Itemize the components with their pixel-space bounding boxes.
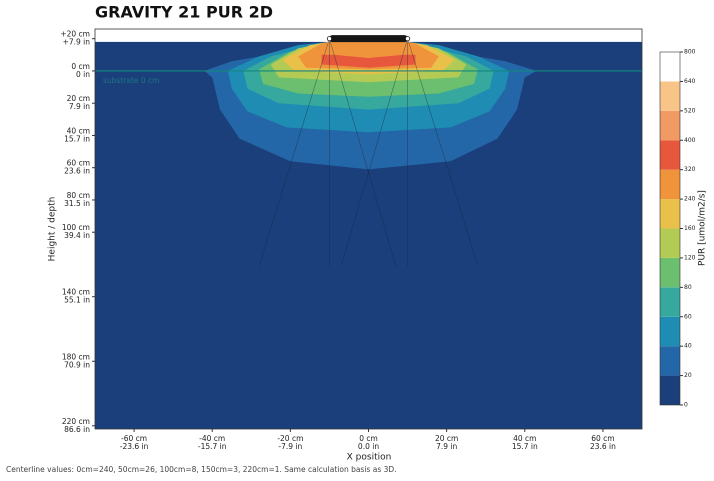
footnote: Centerline values: 0cm=240, 50cm=26, 100…: [6, 465, 397, 474]
colorbar-tick-label: 40: [684, 343, 692, 350]
y-tick-sublabel: +7.9 in: [63, 38, 91, 47]
colorbar-tick-label: 20: [684, 372, 692, 379]
x-tick-sublabel: -7.9 in: [278, 442, 302, 451]
colorbar-segment: [660, 52, 680, 82]
y-tick-label: 60 cm: [67, 159, 90, 168]
y-tick-sublabel: 0 in: [76, 70, 90, 79]
y-tick-sublabel: 39.4 in: [64, 231, 90, 240]
beam-line: [329, 38, 397, 267]
y-tick-label: 100 cm: [62, 223, 90, 232]
colorbar-segment: [660, 228, 680, 258]
colorbar-tick-label: 640: [684, 78, 696, 85]
colorbar-segment: [660, 81, 680, 111]
colorbar-tick-label: 160: [684, 225, 696, 232]
x-tick-label: 40 cm: [513, 434, 536, 443]
x-tick-sublabel: 23.6 in: [590, 442, 616, 451]
y-tick-label: 40 cm: [67, 126, 90, 135]
y-tick-sublabel: 86.6 in: [64, 425, 90, 434]
colorbar-tick-label: 800: [684, 49, 696, 56]
colorbar-segment: [660, 257, 680, 288]
x-axis-label: X position: [347, 453, 392, 463]
colorbar-tick-label: 320: [684, 166, 696, 173]
contour-region: [321, 54, 416, 68]
y-tick-sublabel: 55.1 in: [64, 296, 90, 305]
x-tick-sublabel: 0.0 in: [358, 442, 379, 451]
fixture: [329, 35, 408, 43]
colorbar-segment: [660, 287, 680, 317]
colorbar-tick-label: 520: [684, 107, 696, 114]
annotation: substrate 0 cm: [103, 76, 159, 85]
x-tick-label: 20 cm: [435, 434, 458, 443]
colorbar-segment: [660, 169, 680, 200]
y-tick-label: 0 cm: [71, 62, 90, 71]
colorbar-segment: [660, 346, 680, 376]
x-tick-sublabel: -23.6 in: [120, 442, 149, 451]
colorbar-segment: [660, 375, 680, 405]
colorbar-tick-label: 0: [684, 402, 688, 409]
y-tick-label: +20 cm: [60, 30, 90, 39]
colorbar-segment: [660, 140, 680, 170]
y-tick-label: 20 cm: [67, 94, 90, 103]
x-tick-label: 0 cm: [359, 434, 378, 443]
colorbar-label: PUR [umol/m2/s]: [698, 190, 708, 266]
fixture-end: [404, 36, 411, 42]
y-tick-label: 180 cm: [62, 352, 90, 361]
x-tick-label: -60 cm: [121, 434, 147, 443]
x-tick-sublabel: 15.7 in: [512, 442, 538, 451]
y-tick-label: 80 cm: [67, 191, 90, 200]
x-tick-sublabel: 7.9 in: [436, 442, 457, 451]
y-tick-label: 140 cm: [62, 288, 90, 297]
y-tick-sublabel: 31.5 in: [64, 199, 90, 208]
fixture-end: [326, 36, 333, 42]
y-tick-sublabel: 23.6 in: [64, 167, 90, 176]
colorbar-tick-label: 120: [684, 254, 696, 261]
colorbar-segment: [660, 110, 680, 141]
colorbar-segment: [660, 199, 680, 229]
y-tick-sublabel: 15.7 in: [64, 134, 90, 143]
colorbar-segment: [660, 316, 680, 347]
x-tick-label: -20 cm: [277, 434, 303, 443]
colorbar-tick-label: 240: [684, 196, 696, 203]
x-tick-label: -40 cm: [199, 434, 225, 443]
colorbar-tick-label: 60: [684, 313, 692, 320]
y-tick-sublabel: 70.9 in: [64, 360, 90, 369]
beam-line: [407, 38, 479, 267]
beam-line: [340, 38, 408, 267]
beam-line: [258, 38, 330, 267]
x-tick-sublabel: -15.7 in: [198, 442, 227, 451]
y-axis-label: Height / depth: [48, 197, 58, 262]
y-tick-label: 220 cm: [62, 417, 90, 426]
y-tick-sublabel: 7.9 in: [69, 102, 90, 111]
chart-title: GRAVITY 21 PUR 2D: [95, 3, 273, 22]
colorbar-tick-label: 80: [684, 284, 692, 291]
colorbar-tick-label: 400: [684, 137, 696, 144]
x-tick-label: 60 cm: [591, 434, 614, 443]
